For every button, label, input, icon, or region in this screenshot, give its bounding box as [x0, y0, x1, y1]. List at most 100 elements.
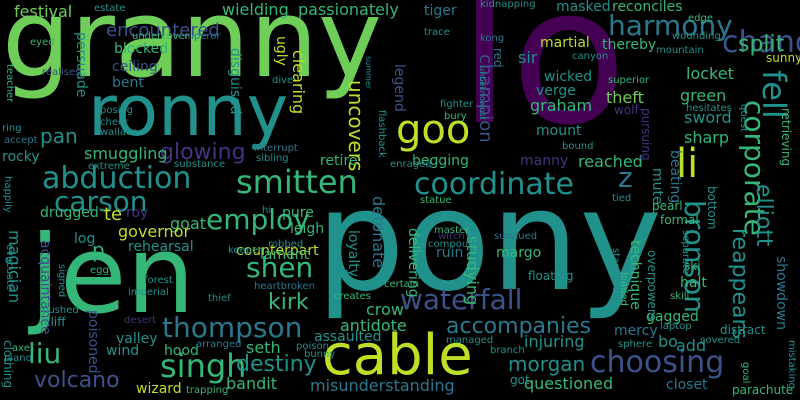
word-laptop: laptop: [660, 321, 692, 332]
word-wallace: wallace: [100, 127, 138, 138]
word-emperor: emperor: [178, 31, 221, 42]
word-mountain: mountain: [656, 45, 704, 56]
word-wounding: wounding: [672, 31, 721, 42]
word-smitten: smitten: [236, 163, 358, 201]
word-magician: magician: [5, 230, 24, 304]
word-thereby: thereby: [602, 37, 657, 53]
word-witch: witch: [438, 231, 465, 242]
word-graham: graham: [530, 96, 593, 115]
word-begging: begging: [412, 153, 469, 169]
word-flashback: flashback: [376, 110, 387, 158]
word-kong: kong: [480, 33, 505, 44]
word-goat: goat: [170, 214, 207, 233]
word-mistaking: mistaking: [786, 340, 797, 390]
word-signed: signed: [56, 264, 67, 298]
word-ceiling: ceiling: [112, 59, 158, 75]
word-quest: quest: [738, 104, 749, 132]
word-summer: summer: [364, 56, 373, 90]
word-arranged: arranged: [196, 339, 242, 350]
word-poison: poison: [296, 341, 329, 352]
word-harmony: harmony: [608, 9, 733, 42]
word-drugged: drugged: [40, 205, 99, 221]
word-seth: seth: [246, 338, 281, 357]
word-superior: superior: [608, 75, 650, 86]
word-corporate: corporate: [738, 100, 771, 236]
word-log: log: [74, 231, 96, 247]
word-got: got: [510, 373, 530, 387]
word-morgan: morgan: [508, 352, 586, 376]
word-edge: edge: [688, 13, 713, 24]
word-beating: beating: [667, 150, 683, 204]
word-closet: closet: [666, 377, 708, 393]
word-valley: valley: [116, 331, 158, 347]
word-lo: lo: [458, 0, 628, 167]
word-detonate: detonate: [369, 196, 388, 269]
word-persuade: persuade: [73, 32, 89, 98]
word-employ: employ: [206, 203, 310, 236]
word-te: te: [104, 204, 123, 225]
word-waterfall: waterfall: [400, 283, 523, 316]
word-pure: pure: [282, 205, 314, 221]
word-gagged: gagged: [646, 309, 699, 325]
word-pony: pony: [316, 160, 663, 323]
word-ronny: ronny: [88, 70, 289, 152]
word-martial: martial: [540, 35, 590, 51]
word-bent: bent: [112, 75, 144, 91]
word-sibling: sibling: [256, 153, 289, 164]
word-kirk: kirk: [268, 290, 309, 315]
word-glowing: glowing: [160, 140, 246, 165]
word-disguised: disguised: [227, 48, 243, 115]
word-verge: verge: [536, 83, 576, 99]
word-antidote: antidote: [340, 316, 407, 335]
word-blocked: blocked: [114, 41, 169, 57]
word-parachute: parachute: [732, 383, 794, 397]
word-formal: formal: [660, 213, 699, 227]
word-bunny: bunny: [304, 349, 336, 360]
word-cheer: cheer: [100, 117, 129, 128]
word-unbeknownst: unbeknownst: [478, 66, 487, 120]
word-accompanies: accompanies: [446, 314, 592, 339]
word-margo: margo: [496, 245, 542, 261]
word-interrupt: interrupt: [254, 143, 298, 154]
word-sphere: sphere: [618, 339, 653, 350]
word-hood: hood: [164, 343, 199, 359]
word-bottom: bottom: [705, 186, 719, 230]
word-axe: axe: [12, 343, 30, 354]
word-studying: studying: [463, 236, 482, 306]
word-enraged: enraged: [390, 159, 432, 170]
word-master: master: [434, 225, 470, 236]
word-kidnapping: kidnapping: [480, 0, 536, 10]
word-sword: sword: [684, 108, 732, 127]
word-acquaintance: acquaintance: [37, 240, 53, 335]
word-extreme: extreme: [88, 161, 130, 172]
word-rocky: rocky: [2, 149, 40, 165]
word-standard: standard: [610, 248, 621, 293]
word-desert: desert: [124, 315, 156, 326]
word-shen: shen: [246, 251, 314, 284]
word-granny: granny: [2, 0, 382, 102]
word-branch: branch: [490, 345, 525, 356]
word-fighter: fighter: [440, 99, 474, 110]
word-estate: estate: [94, 3, 126, 14]
word-destiny: destiny: [236, 352, 317, 377]
word-covered: covered: [700, 335, 741, 346]
word-legend: legend: [391, 64, 407, 112]
word-posing: posing: [100, 105, 134, 116]
word-singh: singh: [160, 347, 247, 385]
word-festival: festival: [14, 2, 73, 21]
word-choosing: choosing: [590, 345, 725, 380]
word-accept: accept: [4, 135, 38, 146]
word-ruin: ruin: [436, 245, 464, 261]
word-tiger: tiger: [424, 3, 457, 19]
word-p: p: [92, 238, 105, 262]
word-cliff: cliff: [44, 315, 66, 329]
word-creates: creates: [334, 291, 371, 302]
word-reconciles: reconciles: [612, 0, 683, 15]
word-distract: distract: [720, 323, 766, 337]
word-z: z: [618, 161, 633, 194]
word-crow: crow: [366, 300, 404, 319]
word-jen: jen: [30, 213, 195, 338]
word-robbed: robbed: [268, 239, 304, 250]
word-loyalty: loyalty: [345, 230, 361, 277]
word-pursuing: pursuing: [639, 108, 653, 161]
